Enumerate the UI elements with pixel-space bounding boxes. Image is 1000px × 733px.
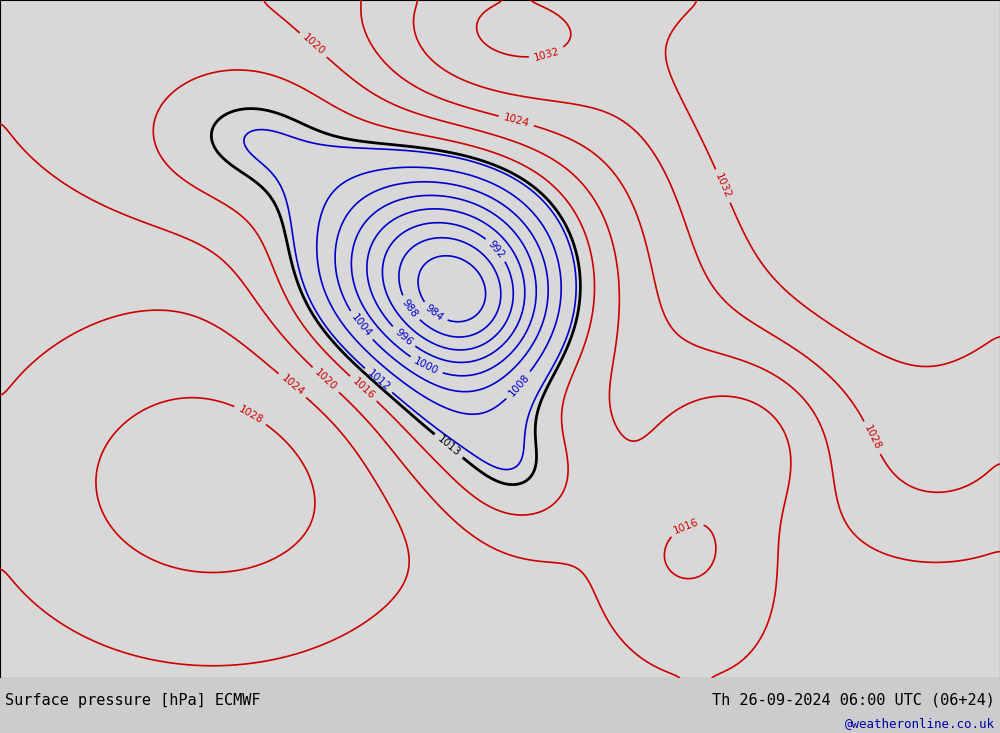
Text: @weatheronline.co.uk: @weatheronline.co.uk (845, 718, 995, 730)
Text: 1024: 1024 (502, 112, 530, 129)
Text: Th 26-09-2024 06:00 UTC (06+24): Th 26-09-2024 06:00 UTC (06+24) (712, 693, 995, 707)
Text: 1012: 1012 (365, 368, 392, 393)
Text: 1016: 1016 (350, 376, 376, 401)
Text: 984: 984 (424, 303, 445, 323)
Text: 1020: 1020 (313, 367, 339, 393)
Text: 1020: 1020 (300, 32, 326, 57)
Text: Surface pressure [hPa] ECMWF: Surface pressure [hPa] ECMWF (5, 693, 260, 707)
Text: 1004: 1004 (349, 312, 373, 339)
Text: 996: 996 (393, 327, 414, 347)
Text: 1024: 1024 (279, 373, 306, 398)
Text: 1032: 1032 (533, 46, 561, 63)
Text: 1028: 1028 (862, 424, 883, 452)
Text: 988: 988 (400, 298, 420, 320)
Text: 1013: 1013 (435, 434, 462, 458)
Text: 992: 992 (486, 239, 507, 260)
Text: 1016: 1016 (672, 517, 700, 536)
Text: 1028: 1028 (237, 404, 265, 425)
Text: 1000: 1000 (412, 356, 440, 376)
Text: 1008: 1008 (506, 372, 531, 399)
Text: 1032: 1032 (713, 172, 733, 200)
